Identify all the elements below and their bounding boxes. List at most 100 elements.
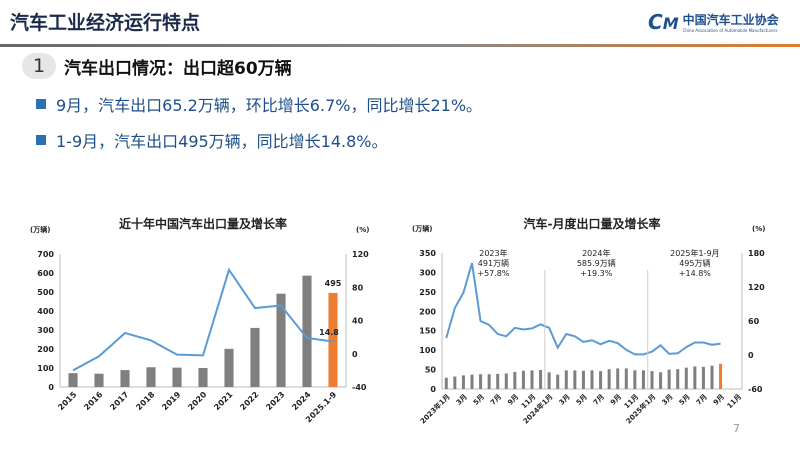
y2-axis-label: (%) (356, 226, 369, 234)
bar (556, 374, 560, 389)
y-tick-label: 350 (419, 249, 436, 258)
growth-line (72, 267, 334, 372)
bullet-item: 9月，汽车出口65.2万辆，环比增长6.7%，同比增长21%。 (36, 92, 482, 116)
growth-data-label: 14.8 (319, 328, 339, 337)
y2-tick-label: 0 (352, 350, 358, 359)
x-tick-label: 5月 (472, 393, 486, 407)
x-tick-label: 2017 (108, 390, 130, 412)
y2-tick-label: 40 (352, 317, 364, 326)
bar (521, 370, 525, 389)
bar (198, 368, 208, 387)
bar (573, 370, 577, 389)
bullet-text: 1-9月，汽车出口495万辆，同比增长14.8%。 (56, 132, 388, 151)
y-tick-label: 0 (430, 385, 436, 394)
bar (676, 369, 680, 389)
bar (667, 369, 671, 389)
section-title: 汽车出口情况：出口超60万辆 (64, 58, 292, 79)
x-tick-label: 9月 (609, 393, 623, 407)
page-number: 7 (733, 422, 740, 435)
bar (513, 371, 517, 389)
x-tick-label: 7月 (695, 393, 709, 407)
y-tick-label: 200 (419, 307, 436, 316)
bar (172, 367, 182, 387)
year-annotation: 585.9万辆 (577, 258, 616, 268)
x-tick-label: 2015 (56, 390, 78, 412)
bar (94, 373, 104, 387)
bar (650, 371, 654, 389)
x-tick-label: 11月 (726, 393, 744, 411)
bar (504, 373, 508, 389)
y-axis-label: (万辆) (30, 225, 50, 234)
bar (276, 293, 286, 387)
bar (719, 363, 723, 389)
y2-tick-label: 80 (352, 283, 364, 292)
year-annotation: 2023年 (479, 248, 507, 258)
page-title: 汽车工业经济运行特点 (10, 12, 201, 34)
year-annotation: 2024年 (582, 248, 610, 258)
bar (641, 370, 645, 389)
bar (547, 372, 551, 389)
bar (302, 275, 312, 387)
y2-axis-label: (%) (752, 225, 765, 233)
year-annotation: +57.8% (477, 269, 510, 278)
x-tick-label: 2024 (290, 390, 312, 412)
x-tick-label: 2016 (82, 390, 104, 412)
x-tick-label: 3月 (455, 393, 469, 407)
y-tick-label: 500 (37, 288, 54, 297)
y-tick-label: 300 (419, 268, 436, 277)
y2-tick-label: -60 (748, 385, 763, 394)
x-tick-label: 9月 (712, 393, 726, 407)
header-divider (0, 44, 800, 47)
bar (599, 371, 603, 389)
year-annotation: 2025年1-9月 (670, 248, 719, 258)
y-tick-label: 100 (37, 364, 54, 373)
y2-tick-label: 60 (748, 317, 760, 326)
y-tick-label: 100 (419, 346, 436, 355)
bar-data-label: 495 (325, 279, 342, 288)
bar (581, 370, 585, 389)
caam-logo-icon: CM (648, 10, 679, 34)
x-tick-label: 2023年1月 (418, 392, 451, 425)
year-annotation: +14.8% (679, 269, 712, 278)
bar (487, 374, 491, 389)
y-tick-label: 300 (37, 326, 54, 335)
year-annotation: 495万辆 (679, 258, 710, 268)
x-tick-label: 2021 (212, 390, 234, 412)
y-tick-label: 150 (419, 327, 436, 336)
bar (684, 367, 688, 389)
bar (530, 370, 534, 389)
x-tick-label: 3月 (558, 393, 572, 407)
section-number: 1 (22, 53, 56, 79)
logo-name-cn: 中国汽车工业协会 (682, 13, 779, 27)
y-tick-label: 0 (48, 383, 54, 392)
bar (539, 369, 543, 389)
bar (453, 376, 457, 389)
x-tick-label: 5月 (575, 393, 589, 407)
chart-title: 汽车-月度出口量及增长率 (524, 216, 661, 231)
x-tick-label: 2018 (134, 390, 156, 412)
bar (693, 366, 697, 389)
section-heading: 1 汽车出口情况：出口超60万辆 (22, 53, 292, 79)
y2-tick-label: -40 (352, 383, 367, 392)
year-annotation: +19.3% (580, 269, 613, 278)
y-tick-label: 600 (37, 269, 54, 278)
bar (590, 370, 594, 389)
y-tick-label: 700 (37, 250, 54, 259)
x-tick-label: 2023 (264, 390, 286, 412)
x-tick-label: 7月 (592, 393, 606, 407)
bar (461, 375, 465, 389)
bar (120, 370, 130, 387)
bar (624, 368, 628, 389)
year-annotation: 491万辆 (478, 258, 509, 268)
bullet-text: 9月，汽车出口65.2万辆，环比增长6.7%，同比增长21%。 (56, 96, 483, 115)
y2-tick-label: 180 (748, 249, 765, 258)
bar (479, 374, 483, 389)
bar (224, 348, 234, 387)
bar (250, 327, 260, 387)
logo-name-en: China Association of Automobile Manufact… (682, 28, 778, 33)
bar (616, 368, 620, 389)
bar (470, 374, 474, 389)
x-tick-label: 3月 (661, 393, 675, 407)
y-tick-label: 400 (37, 307, 54, 316)
